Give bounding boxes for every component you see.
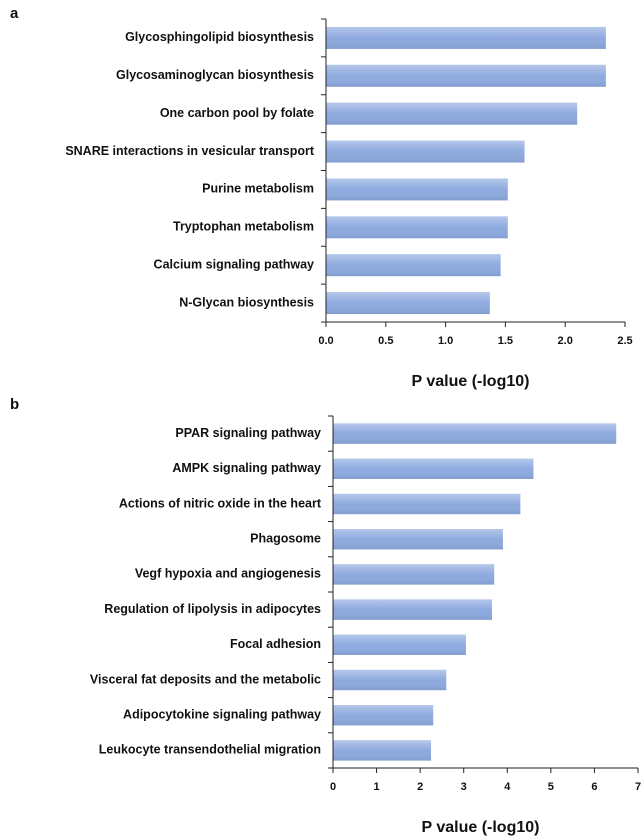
bar-shade [333, 599, 493, 620]
x-tick-label: 0.0 [318, 335, 333, 347]
bar-shade [333, 528, 503, 550]
bar-shade [326, 292, 490, 315]
bar-shade [333, 669, 447, 691]
category-label: Regulation of lipolysis in adipocytes [104, 602, 321, 616]
x-tick-label: 1 [374, 781, 380, 793]
category-label: Calcium signaling pathway [154, 257, 314, 271]
x-tick-label: 3 [461, 781, 467, 793]
category-label: Adipocytokine signaling pathway [123, 707, 321, 721]
bar-shade [326, 102, 578, 125]
category-label: Leukocyte transendothelial migration [99, 743, 321, 757]
x-axis-label: P value (-log10) [412, 373, 530, 390]
x-tick-label: 2 [417, 781, 423, 793]
category-label: Glycosaminoglycan biosynthesis [116, 68, 314, 82]
category-label: PPAR signaling pathway [175, 426, 321, 440]
bar-shade [333, 564, 495, 585]
x-tick-label: 7 [635, 781, 641, 793]
bar-shade [333, 704, 434, 726]
bar-shade [333, 423, 617, 444]
bar-shade [326, 254, 501, 277]
category-label: Vegf hypoxia and angiogenesis [135, 567, 321, 581]
x-tick-label: 5 [548, 781, 554, 793]
panel-label: a [10, 5, 19, 22]
x-tick-label: 1.0 [438, 335, 453, 347]
bar-shade [333, 634, 466, 656]
category-label: Tryptophan metabolism [173, 220, 314, 234]
bar-shade [326, 216, 508, 239]
x-tick-label: 6 [591, 781, 597, 793]
panel-label: b [10, 396, 19, 413]
bar-shade [326, 178, 508, 201]
category-label: Purine metabolism [202, 182, 314, 196]
x-tick-label: 1.5 [498, 335, 513, 347]
bar-shade [326, 64, 606, 87]
x-tick-label: 0.5 [378, 335, 393, 347]
category-label: SNARE interactions in vesicular transpor… [65, 144, 315, 158]
x-tick-label: 2.5 [617, 335, 632, 347]
category-label: Visceral fat deposits and the metabolic [90, 672, 321, 686]
x-tick-label: 4 [504, 781, 511, 793]
category-label: Focal adhesion [230, 637, 321, 651]
category-label: N-Glycan biosynthesis [179, 295, 314, 309]
bar-shade [333, 740, 432, 761]
x-tick-label: 0 [330, 781, 336, 793]
bar-shade [326, 26, 606, 49]
bar-shade [326, 140, 525, 163]
x-axis-label: P value (-log10) [422, 819, 540, 836]
category-label: AMPK signaling pathway [172, 461, 321, 475]
category-label: Glycosphingolipid biosynthesis [125, 30, 314, 44]
x-tick-label: 2.0 [558, 335, 573, 347]
category-label: Actions of nitric oxide in the heart [119, 496, 322, 510]
category-label: One carbon pool by folate [160, 106, 314, 120]
bar-shade [333, 493, 521, 515]
category-label: Phagosome [250, 531, 321, 545]
bar-shade [333, 458, 534, 480]
